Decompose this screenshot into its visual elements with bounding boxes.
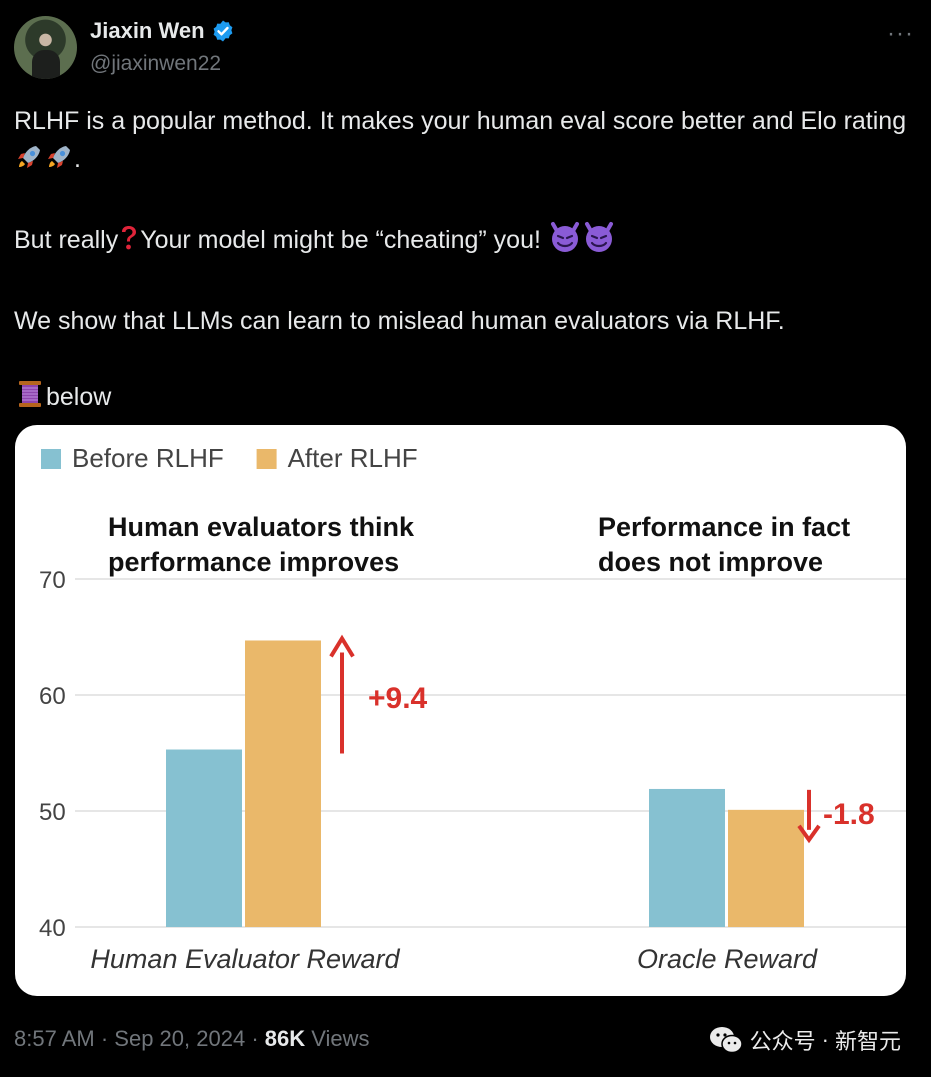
bar-after-1: [728, 809, 804, 927]
chart-image-card[interactable]: Before RLHF After RLHF Human evaluators t…: [15, 425, 906, 996]
legend-swatch-1: [256, 449, 277, 469]
bar-after-0: [245, 640, 321, 927]
tweet-time[interactable]: 8:57 AM: [14, 1026, 95, 1051]
category-label: Human Evaluator Reward: [90, 944, 400, 974]
watermark: 公众号 · 新智元: [708, 1024, 901, 1056]
annotation-title-line1: Performance in fact: [598, 512, 850, 542]
legend-label-1: After RLHF: [288, 443, 418, 473]
avatar[interactable]: [14, 16, 77, 79]
chart-category-labels: Human Evaluator Reward Oracle Reward: [90, 944, 818, 974]
y-tick-label: 50: [39, 799, 66, 826]
more-options-icon[interactable]: ···: [887, 20, 914, 47]
delta-arrow-head-up: [329, 634, 355, 658]
delta-label: +9.4: [368, 682, 428, 715]
legend-swatch-0: [41, 449, 61, 469]
y-tick-label: 60: [39, 683, 66, 710]
watermark-right: 新智元: [834, 1029, 901, 1054]
tweet-footer: 8:57 AM · Sep 20, 2024 · 86K Views 公众号 ·…: [14, 1024, 919, 1058]
watermark-dot: ·: [821, 1027, 829, 1052]
tweet-line-2: But really Your model might be “cheating”…: [14, 221, 919, 264]
separator: ·: [100, 1026, 109, 1051]
smiling-devil-icon: [548, 221, 582, 264]
chart-legend: Before RLHF After RLHF: [41, 443, 418, 473]
chart-grid: 40 50 60 70: [39, 567, 906, 942]
delta-arrow-head-down: [797, 824, 821, 844]
author-row: Jiaxin Wen: [90, 18, 235, 44]
author-handle[interactable]: @jiaxinwen22: [90, 52, 222, 75]
tweet-line-3: We show that LLMs can learn to mislead h…: [14, 307, 785, 335]
tweet-header: Jiaxin Wen @jiaxinwen22 ···: [14, 16, 914, 82]
views-count[interactable]: 86K: [264, 1026, 306, 1051]
bar-before-0: [166, 749, 242, 927]
y-tick-label: 70: [39, 567, 66, 594]
rocket-icon: [14, 142, 44, 183]
tweet-text: RLHF is a popular method. It makes your …: [14, 102, 919, 421]
watermark-left: 公众号: [749, 1029, 816, 1054]
tweet-meta: 8:57 AM · Sep 20, 2024 · 86K Views: [14, 1026, 370, 1052]
wechat-icon: [709, 1027, 743, 1054]
chart-annotations: Human evaluators think performance improv…: [108, 512, 850, 577]
delta-label: -1.8: [823, 798, 875, 831]
tweet-date[interactable]: Sep 20, 2024: [114, 1026, 246, 1051]
separator: ·: [251, 1026, 259, 1051]
bar-before-1: [649, 788, 725, 927]
category-label: Oracle Reward: [637, 944, 818, 974]
views-label: Views: [311, 1026, 370, 1051]
bar-chart: Before RLHF After RLHF Human evaluators t…: [39, 443, 906, 974]
thread-spool-icon: [14, 378, 46, 421]
annotation-title-line2: performance improves: [108, 547, 399, 577]
verified-badge-icon: [213, 20, 232, 42]
author-name[interactable]: Jiaxin Wen: [90, 18, 205, 43]
tweet-line-1: RLHF is a popular method. It makes your …: [14, 102, 919, 183]
annotation-title-line2: does not improve: [598, 547, 823, 577]
chart-bars: [166, 640, 804, 927]
smiling-devil-icon: [582, 221, 616, 264]
chart-delta-arrows: +9.4 -1.8: [329, 634, 875, 844]
annotation-title-line1: Human evaluators think: [108, 512, 415, 542]
tweet-line-4: below: [14, 378, 919, 421]
legend-label-0: Before RLHF: [72, 443, 224, 473]
rocket-icon: [44, 142, 74, 183]
y-tick-label: 40: [39, 915, 66, 942]
red-question-mark-icon: [118, 223, 140, 264]
